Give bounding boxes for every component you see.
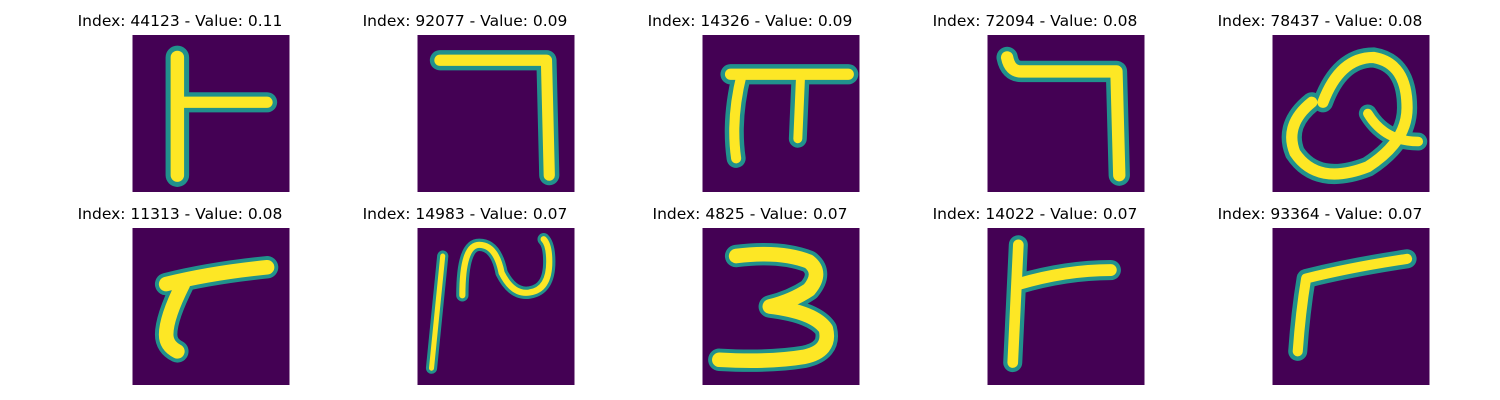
panel-2: Index: 14326 - Value: 0.09 <box>600 0 900 192</box>
panel-6: Index: 14983 - Value: 0.07 <box>315 193 615 385</box>
panel-image <box>132 35 290 192</box>
panel-title: Index: 11313 - Value: 0.08 <box>77 205 283 223</box>
panel-title: Index: 14022 - Value: 0.07 <box>932 205 1138 223</box>
panel-image <box>1272 228 1430 385</box>
panel-image <box>417 35 575 192</box>
panel-title: Index: 93364 - Value: 0.07 <box>1217 205 1423 223</box>
panel-4: Index: 78437 - Value: 0.08 <box>1170 0 1470 192</box>
panel-title: Index: 92077 - Value: 0.09 <box>362 12 568 30</box>
panel-0: Index: 44123 - Value: 0.11 <box>30 0 330 192</box>
panel-title: Index: 44123 - Value: 0.11 <box>77 12 283 30</box>
panel-3: Index: 72094 - Value: 0.08 <box>885 0 1185 192</box>
panel-image <box>132 228 290 385</box>
panel-title: Index: 4825 - Value: 0.07 <box>652 205 848 223</box>
panel-9: Index: 93364 - Value: 0.07 <box>1170 193 1470 385</box>
panel-image <box>987 228 1145 385</box>
panel-title: Index: 72094 - Value: 0.08 <box>932 12 1138 30</box>
panel-5: Index: 11313 - Value: 0.08 <box>30 193 330 385</box>
panel-title: Index: 14326 - Value: 0.09 <box>647 12 853 30</box>
panel-title: Index: 78437 - Value: 0.08 <box>1217 12 1423 30</box>
panel-title: Index: 14983 - Value: 0.07 <box>362 205 568 223</box>
panel-image <box>1272 35 1430 192</box>
panel-image <box>702 35 860 192</box>
panel-image <box>987 35 1145 192</box>
panel-image <box>702 228 860 385</box>
panel-7: Index: 4825 - Value: 0.07 <box>600 193 900 385</box>
panel-1: Index: 92077 - Value: 0.09 <box>315 0 615 192</box>
panel-8: Index: 14022 - Value: 0.07 <box>885 193 1185 385</box>
panel-image <box>417 228 575 385</box>
